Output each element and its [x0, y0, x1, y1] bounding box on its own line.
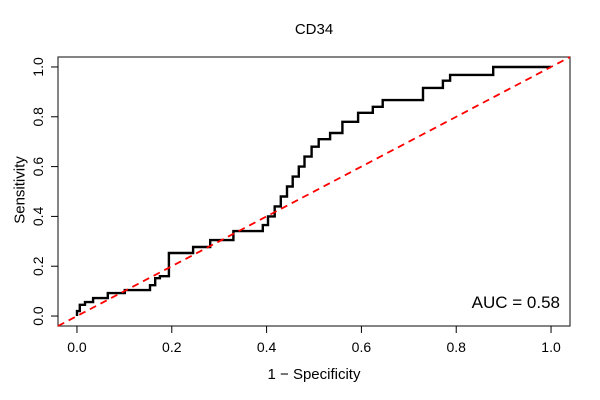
auc-annotation: AUC = 0.58: [471, 293, 560, 312]
x-axis-ticks: 0.0 0.2 0.4 0.6 0.8 1.0: [67, 326, 561, 355]
x-tick-label: 0.8: [446, 339, 466, 355]
chart-title: CD34: [294, 21, 334, 38]
x-tick-label: 0.6: [352, 339, 372, 355]
x-tick-label: 0.0: [67, 339, 87, 355]
curve-layer: [57, 56, 571, 327]
y-axis-ticks: 0.0 0.2 0.4 0.6 0.8 1.0: [30, 57, 58, 326]
x-tick-label: 0.2: [162, 339, 182, 355]
y-tick-label: 0.8: [30, 107, 46, 127]
x-tick-label: 1.0: [541, 339, 561, 355]
y-tick-label: 0.2: [30, 256, 46, 276]
y-tick-label: 0.6: [30, 157, 46, 177]
reference-diagonal-line: [57, 56, 571, 327]
y-tick-label: 1.0: [30, 57, 46, 77]
x-axis-label: 1 − Specificity: [267, 366, 361, 383]
x-tick-label: 0.4: [257, 339, 277, 355]
y-tick-label: 0.0: [30, 306, 46, 326]
y-tick-label: 0.4: [30, 206, 46, 226]
plot-box: [57, 56, 571, 327]
y-axis-label: Sensitivity: [11, 156, 29, 224]
